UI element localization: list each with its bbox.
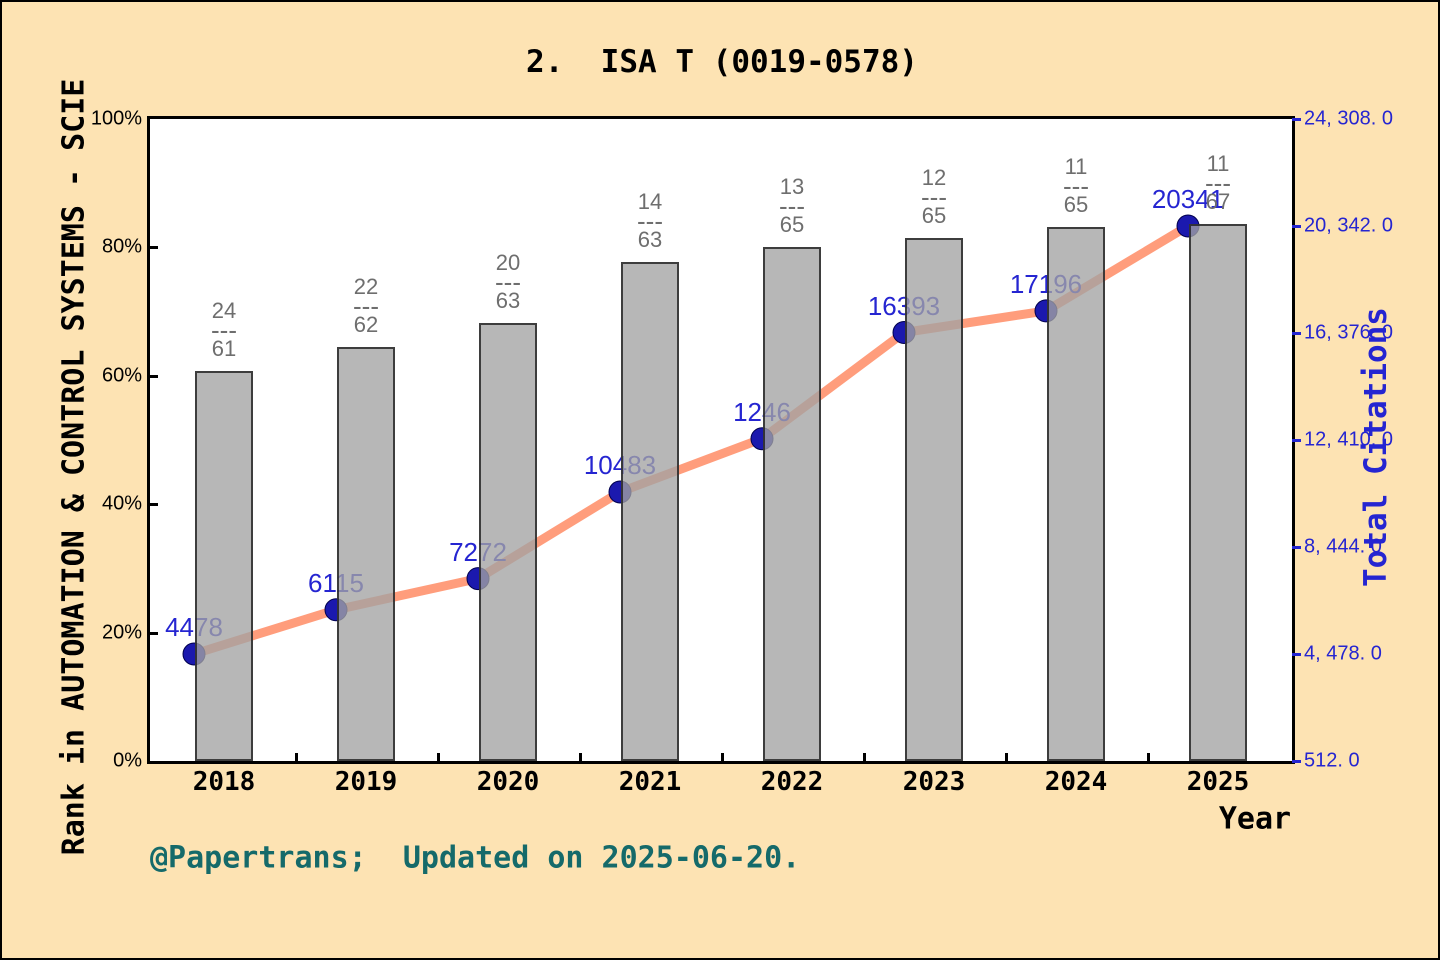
x-tick-label: 2019 — [334, 767, 398, 797]
x-axis-label: Year — [1218, 801, 1292, 837]
rank-bar — [621, 262, 679, 761]
rank-bar — [479, 323, 537, 761]
x-minor-tick-mark — [579, 753, 582, 761]
x-tick-label: 2025 — [1186, 767, 1250, 797]
bar-rank-fraction: 24 --- 61 — [174, 299, 274, 361]
y-right-tick-label: 12, 410. 0 — [1304, 428, 1393, 451]
x-minor-tick-mark — [437, 753, 440, 761]
y-right-tick-label: 16, 376. 0 — [1304, 321, 1393, 344]
y-left-tick-label: 40% — [101, 492, 142, 515]
x-minor-tick-mark — [863, 753, 866, 761]
y-right-tick-label: 20, 342. 0 — [1304, 214, 1393, 237]
x-tick-label: 2020 — [476, 767, 540, 797]
rank-denominator: 63 — [637, 227, 663, 252]
rank-numerator: 24 — [211, 298, 237, 323]
fraction-divider: --- — [353, 291, 379, 321]
rank-bar — [1047, 227, 1105, 761]
rank-bar — [195, 371, 253, 761]
y-left-tick-label: 100% — [90, 107, 142, 130]
x-tick-label: 2021 — [618, 767, 682, 797]
bar-rank-fraction: 14 --- 63 — [600, 190, 700, 252]
x-tick-label: 2018 — [192, 767, 256, 797]
rank-numerator: 13 — [779, 174, 805, 199]
y-left-tick-label: 80% — [101, 235, 142, 258]
y-left-tick-label: 60% — [101, 364, 142, 387]
bar-rank-fraction: 12 --- 65 — [884, 166, 984, 228]
y-left-tick-mark — [150, 246, 158, 250]
y-right-tick-label: 512. 0 — [1304, 749, 1360, 772]
line-value-label: 20341 — [1151, 184, 1225, 215]
bar-rank-fraction: 11 --- 67 — [1168, 152, 1268, 214]
rank-numerator: 12 — [921, 165, 947, 190]
y-right-tick-mark — [1292, 439, 1301, 442]
bar-rank-fraction: 20 --- 63 — [458, 251, 558, 313]
fraction-divider: --- — [1205, 168, 1231, 198]
fraction-divider: --- — [495, 267, 521, 297]
plot-area: 4478 24 --- 61 6115 22 --- 62 7272 20 --- 63 10483 14… — [150, 119, 1292, 761]
rank-denominator: 62 — [353, 312, 379, 337]
rank-numerator: 11 — [1064, 154, 1088, 179]
y-left-axis-label: Rank in AUTOMATION & CONTROL SYSTEMS - S… — [56, 78, 92, 856]
fraction-divider: --- — [779, 191, 805, 221]
y-right-tick-label: 4, 478. 0 — [1304, 642, 1382, 665]
y-left-tick-label: 0% — [113, 749, 142, 772]
watermark-annotation: @Papertrans; Updated on 2025-06-20. — [150, 840, 801, 876]
x-minor-tick-mark — [295, 753, 298, 761]
rank-bar — [337, 347, 395, 761]
rank-numerator: 14 — [637, 189, 663, 214]
rank-denominator: 67 — [1205, 189, 1231, 214]
y-right-tick-label: 8, 444. 0 — [1304, 535, 1382, 558]
y-right-tick-mark — [1292, 653, 1301, 656]
x-minor-tick-mark — [1147, 753, 1150, 761]
fraction-divider: --- — [637, 206, 663, 236]
y-right-tick-mark — [1292, 118, 1301, 121]
rank-bar — [905, 238, 963, 761]
bar-rank-fraction: 22 --- 62 — [316, 275, 416, 337]
y-left-tick-label: 20% — [101, 621, 142, 644]
x-minor-tick-mark — [1005, 753, 1008, 761]
rank-numerator: 11 — [1206, 151, 1230, 176]
y-right-tick-mark — [1292, 760, 1301, 763]
rank-denominator: 61 — [211, 336, 237, 361]
fraction-divider: --- — [921, 182, 947, 212]
y-left-tick-mark — [150, 374, 158, 378]
rank-bar — [763, 247, 821, 761]
fraction-divider: --- — [211, 315, 237, 345]
x-tick-label: 2024 — [1044, 767, 1108, 797]
y-left-tick-mark — [150, 503, 158, 507]
x-minor-tick-mark — [721, 753, 724, 761]
rank-numerator: 22 — [353, 274, 379, 299]
y-right-tick-label: 24, 308. 0 — [1304, 107, 1393, 130]
x-tick-label: 2022 — [760, 767, 824, 797]
rank-denominator: 65 — [1063, 192, 1089, 217]
chart-title: 2. ISA T (0019-0578) — [526, 44, 918, 80]
y-right-tick-mark — [1292, 332, 1301, 335]
rank-denominator: 65 — [921, 203, 947, 228]
y-left-tick-mark — [150, 631, 158, 635]
y-right-tick-mark — [1292, 225, 1301, 228]
bar-rank-fraction: 13 --- 65 — [742, 175, 842, 237]
bar-rank-fraction: 11 --- 65 — [1026, 155, 1126, 217]
rank-denominator: 65 — [779, 212, 805, 237]
rank-numerator: 20 — [495, 250, 521, 275]
x-tick-label: 2023 — [902, 767, 966, 797]
rank-denominator: 63 — [495, 288, 521, 313]
fraction-divider: --- — [1063, 171, 1089, 201]
rank-bar — [1189, 224, 1247, 761]
y-right-tick-mark — [1292, 546, 1301, 549]
